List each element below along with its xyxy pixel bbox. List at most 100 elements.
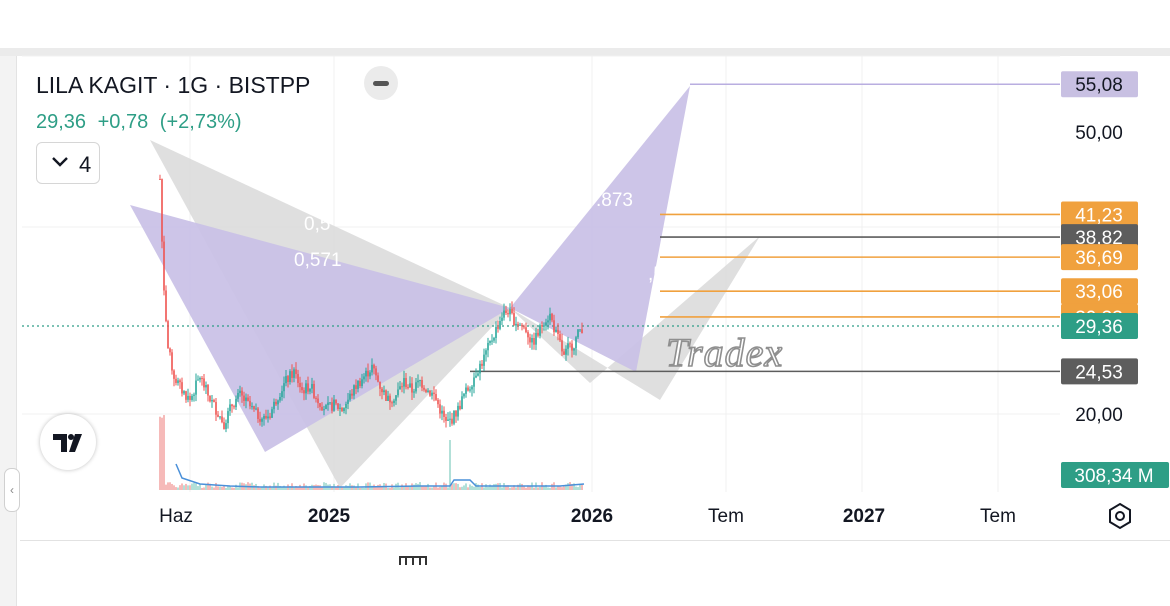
volume-bar <box>355 486 357 490</box>
volume-bar <box>421 485 423 490</box>
candle-body <box>461 396 463 410</box>
candle-body <box>441 410 443 414</box>
candle-body <box>253 406 255 410</box>
price-label-box <box>1061 358 1138 385</box>
volume-bar <box>341 487 343 490</box>
price-label-box <box>1061 224 1138 251</box>
volume-bar <box>439 486 441 490</box>
candle-body <box>169 348 171 353</box>
candle-body <box>261 418 263 422</box>
volume-ma-line <box>175 463 585 488</box>
candle-body <box>257 408 259 419</box>
volume-bar <box>433 485 435 490</box>
candle-body <box>501 317 503 321</box>
tradingview-logo-icon[interactable] <box>40 414 96 470</box>
candle-body <box>385 390 387 401</box>
candle-body <box>435 394 437 400</box>
candle-body <box>201 378 203 380</box>
volume-bar <box>461 486 463 490</box>
candle-body <box>193 394 195 396</box>
candle-body <box>563 351 565 355</box>
candle-body <box>251 406 253 408</box>
candle-body <box>161 179 163 242</box>
candle-body <box>215 402 217 415</box>
volume-bar <box>387 487 389 490</box>
candle-body <box>463 393 465 397</box>
volume-bar <box>231 487 233 490</box>
volume-bar <box>233 487 235 490</box>
symbol-title[interactable]: LILA KAGIT · 1G · BISTPP <box>36 72 311 98</box>
candle-body <box>323 409 325 411</box>
last-price: 29,36 <box>36 111 87 133</box>
candle-body <box>377 375 379 382</box>
candle-body <box>239 390 241 393</box>
volume-bar <box>487 486 489 490</box>
volume-bar <box>485 484 487 490</box>
candle-body <box>577 329 579 338</box>
volume-bar <box>267 487 269 490</box>
candle-body <box>319 403 321 407</box>
candle-body <box>309 388 311 392</box>
candle-body <box>401 386 403 388</box>
volume-bar <box>437 487 439 490</box>
candle-body <box>183 391 185 394</box>
toolbar-icon[interactable] <box>398 552 428 565</box>
candle-body <box>455 410 457 417</box>
volume-bar <box>575 486 577 490</box>
time-axis-label: Tem <box>980 506 1016 527</box>
volume-bar <box>375 487 377 490</box>
volume-bar <box>393 487 395 490</box>
volume-bar <box>187 485 189 490</box>
candle-body <box>277 400 279 405</box>
volume-bar <box>455 483 457 490</box>
volume-bar <box>521 483 523 490</box>
candle-body <box>287 376 289 383</box>
ratio-label: ,5 <box>648 264 664 285</box>
candle-body <box>273 401 275 410</box>
candle-body <box>199 378 201 380</box>
candle-body <box>351 393 353 396</box>
volume-bar <box>545 484 547 490</box>
settings-icon[interactable] <box>1104 500 1136 532</box>
candle-body <box>469 389 471 391</box>
volume-bar <box>331 486 333 490</box>
price-change: +0,78 <box>97 111 149 133</box>
volume-bar <box>523 485 525 490</box>
volume-bar <box>167 482 169 490</box>
indicators-toggle-button[interactable]: 4 <box>36 142 100 184</box>
volume-bar <box>265 485 267 490</box>
candle-body <box>359 380 361 386</box>
candle-body <box>347 399 349 405</box>
minus-icon[interactable] <box>364 66 398 100</box>
candle-body <box>303 390 305 394</box>
top-bar <box>0 0 1170 50</box>
candle-body <box>267 416 269 419</box>
volume-bar <box>449 440 451 490</box>
candle-body <box>529 337 531 343</box>
volume-bar <box>229 486 231 490</box>
volume-bar <box>509 487 511 490</box>
price-change-percent: (+2,73%) <box>159 111 242 133</box>
candle-body <box>249 400 251 407</box>
candle-body <box>379 381 381 389</box>
candle-body <box>315 397 317 399</box>
candle-body <box>293 369 295 378</box>
candle-body <box>307 383 309 392</box>
volume-bar <box>209 483 211 490</box>
candle-body <box>175 378 177 383</box>
candle-body <box>265 415 267 419</box>
candles <box>159 174 583 433</box>
volume-bar <box>489 484 491 490</box>
volume-bar <box>177 487 179 490</box>
candle-body <box>513 313 515 326</box>
candle-body <box>321 406 323 411</box>
candle-body <box>343 408 345 411</box>
candle-body <box>369 372 371 377</box>
volume-bar <box>381 486 383 490</box>
candle-body <box>395 395 397 401</box>
volume-bar <box>363 487 365 490</box>
volume-bar <box>297 487 299 490</box>
collapse-handle[interactable]: ‹ <box>4 468 20 512</box>
candle-body <box>567 343 569 349</box>
